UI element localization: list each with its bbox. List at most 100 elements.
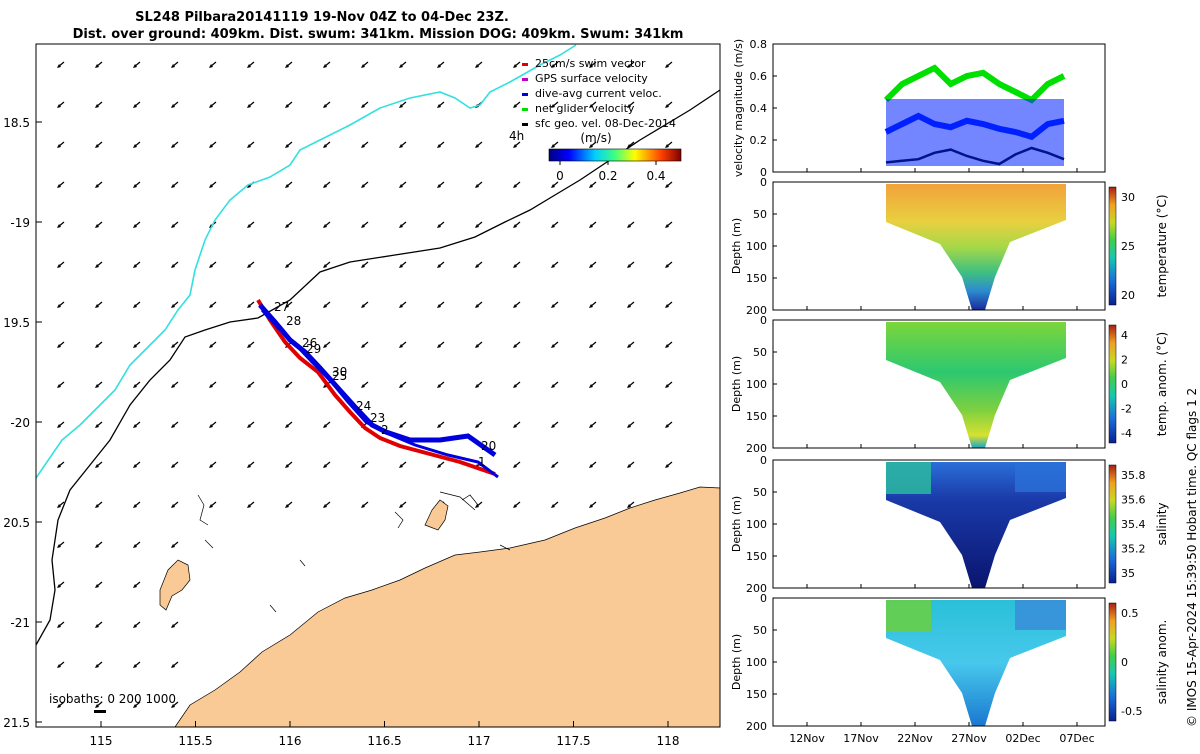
legend-entry: GPS surface velocity xyxy=(535,72,648,85)
panel-y-tick: 100 xyxy=(746,656,767,669)
colorbar-label: (m/s) xyxy=(580,131,611,145)
current-vector xyxy=(627,501,635,508)
current-vector xyxy=(627,221,635,228)
colorbar-tick: -0.5 xyxy=(1121,705,1142,718)
panel-colorbar-label: salinity xyxy=(1155,502,1169,545)
current-vector xyxy=(171,501,179,508)
current-vector xyxy=(475,301,483,308)
current-vector xyxy=(95,581,103,588)
current-vector xyxy=(323,301,331,308)
current-vector xyxy=(171,61,179,68)
panel-y-tick: 50 xyxy=(753,624,767,637)
panel-y-tick: 50 xyxy=(753,486,767,499)
time-tick: 02Dec xyxy=(1005,732,1040,745)
current-vector xyxy=(589,461,597,468)
timeseries-panels: 0.8 0.6 0.4 0.2 0 velocity magnitude (m/s) 0 50… xyxy=(730,38,1169,745)
current-vector xyxy=(247,341,255,348)
reef-shoals xyxy=(197,491,511,613)
current-vector xyxy=(209,301,217,308)
current-vector xyxy=(437,341,445,348)
current-vector xyxy=(171,221,179,228)
current-vector xyxy=(95,181,103,188)
current-vector xyxy=(589,301,597,308)
colorbar-tick: 0.4 xyxy=(646,169,665,183)
velocity-series-0 xyxy=(883,64,1066,104)
panel-0: 0.8 0.6 0.4 0.2 0 velocity magnitude (m/s) xyxy=(732,38,1106,179)
panel-2: 0 50 100 150 200 Depth (m) 4 2 0 -2 -4 temp. anom. … xyxy=(730,314,1169,455)
surface-patch xyxy=(1015,462,1066,492)
current-vector xyxy=(133,701,141,708)
panel-y-tick: 0 xyxy=(760,314,767,327)
current-vector xyxy=(209,181,217,188)
current-vector xyxy=(171,461,179,468)
colorbar-tick: 35.4 xyxy=(1121,518,1146,531)
surface-patch xyxy=(1015,600,1066,630)
colorbar-tick: 2 xyxy=(1121,354,1128,367)
current-vector xyxy=(475,61,483,68)
current-vector xyxy=(437,301,445,308)
panel-y-tick: 0.6 xyxy=(750,70,768,83)
current-vector xyxy=(209,461,217,468)
time-tick: 17Nov xyxy=(843,732,879,745)
isobath-label: isobaths: 0 200 1000 xyxy=(49,692,176,706)
current-vector xyxy=(361,461,369,468)
map-x-tick: 117 xyxy=(468,734,491,748)
map-y-tick: -20 xyxy=(10,416,30,430)
panel-colorbar-label: temp. anom. (°C) xyxy=(1155,332,1169,436)
current-vector xyxy=(209,61,217,68)
colorbar-tick: -2 xyxy=(1121,403,1132,416)
qc-note: © IMOS 15-Apr-2024 15:39:50 Hobart time.… xyxy=(1185,388,1199,727)
current-vector xyxy=(133,301,141,308)
current-vector xyxy=(209,381,217,388)
colorbar-tick: 20 xyxy=(1121,289,1135,302)
current-vector xyxy=(627,101,635,108)
current-vector xyxy=(133,661,141,668)
map-axis-ticks: 115 115.5 116 116.5 117 117.5 118 18.5 -19 19.5 -2… xyxy=(3,116,679,748)
current-vector xyxy=(437,261,445,268)
colorbar-tick: 35.6 xyxy=(1121,494,1146,507)
current-vector xyxy=(589,141,597,148)
current-vector xyxy=(665,341,673,348)
current-vector xyxy=(589,61,597,68)
current-vector xyxy=(551,301,559,308)
panel-y-tick: 100 xyxy=(746,240,767,253)
current-vector xyxy=(57,461,65,468)
current-vector xyxy=(399,501,407,508)
colorbar-tick: 30 xyxy=(1121,191,1135,204)
current-vector xyxy=(627,301,635,308)
current-vector xyxy=(57,581,65,588)
panel-y-tick: 150 xyxy=(746,550,767,563)
panel-colorbar-label: temperature (°C) xyxy=(1155,195,1169,298)
current-vector xyxy=(57,541,65,548)
current-vector xyxy=(665,461,673,468)
current-vector xyxy=(247,501,255,508)
current-vector xyxy=(475,341,483,348)
current-vector xyxy=(323,261,331,268)
current-vector xyxy=(627,61,635,68)
current-vector xyxy=(361,341,369,348)
current-vector xyxy=(247,301,255,308)
shelf-contour-1000m xyxy=(35,89,721,646)
panel-colorbar-label: salinity anom. xyxy=(1155,620,1169,705)
current-vector xyxy=(361,301,369,308)
current-vector xyxy=(399,381,407,388)
current-vector xyxy=(513,221,521,228)
current-vector xyxy=(133,141,141,148)
map-colorbar xyxy=(548,148,682,162)
current-vector xyxy=(133,221,141,228)
map-x-tick: 116 xyxy=(279,734,302,748)
current-vector xyxy=(399,61,407,68)
current-vector xyxy=(475,221,483,228)
current-vector xyxy=(589,181,597,188)
current-vector xyxy=(171,661,179,668)
current-vector xyxy=(133,261,141,268)
current-vector xyxy=(551,421,559,428)
map-x-tick: 118 xyxy=(657,734,680,748)
current-vector xyxy=(57,661,65,668)
map-y-tick: 19.5 xyxy=(3,316,30,330)
panel-y-tick: 0.4 xyxy=(750,102,768,115)
colorbar-tick: 35 xyxy=(1121,567,1135,580)
current-vector xyxy=(171,301,179,308)
current-vector xyxy=(475,421,483,428)
